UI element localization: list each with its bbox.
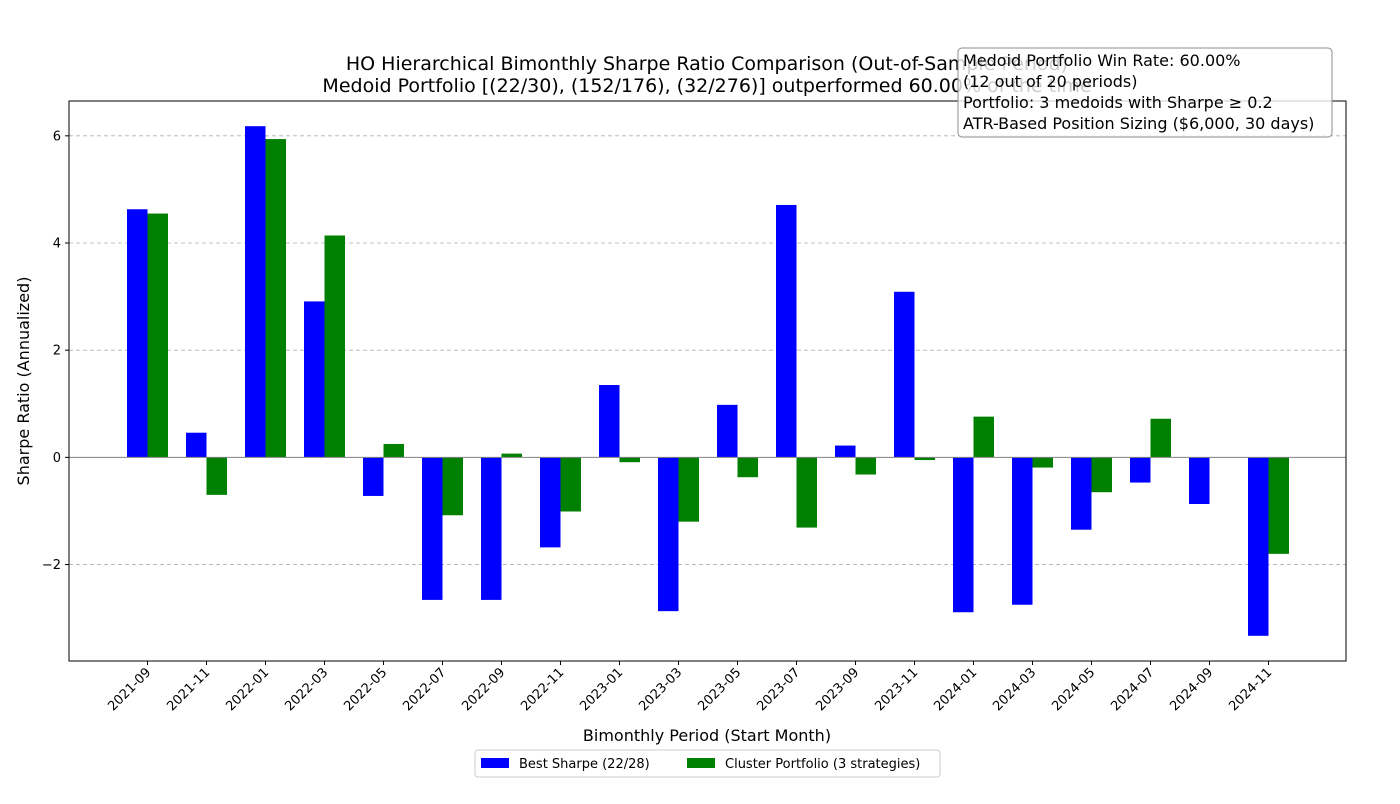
bar-cluster-portfolio bbox=[914, 457, 935, 461]
bar-best-sharpe bbox=[540, 457, 561, 548]
legend: Best Sharpe (22/28) Cluster Portfolio (3… bbox=[474, 749, 941, 778]
bar-best-sharpe bbox=[599, 385, 620, 458]
legend-swatch-cluster-portfolio bbox=[687, 758, 715, 768]
bar-cluster-portfolio bbox=[678, 457, 699, 522]
bar-best-sharpe bbox=[1248, 457, 1269, 636]
x-tick-label: 2024-05 bbox=[1049, 665, 1098, 714]
bar-layer bbox=[127, 126, 1289, 636]
plot-frame bbox=[68, 100, 1347, 662]
y-tick-label: 6 bbox=[53, 129, 61, 144]
annotation-line-periods: (12 out of 20 periods) bbox=[963, 72, 1137, 91]
bar-best-sharpe bbox=[835, 445, 856, 458]
x-tick-label: 2024-11 bbox=[1226, 665, 1275, 714]
chart-title-line1: HO Hierarchical Bimonthly Sharpe Ratio C… bbox=[346, 53, 1068, 75]
x-tick-label: 2022-05 bbox=[341, 665, 390, 714]
bar-cluster-portfolio bbox=[501, 453, 522, 458]
annotation-line-win-rate: Medoid Portfolio Win Rate: 60.00% bbox=[963, 51, 1241, 70]
x-tick-label: 2024-01 bbox=[931, 665, 980, 714]
chart-title-line2: Medoid Portfolio [(22/30), (152/176), (3… bbox=[322, 75, 1091, 97]
bar-best-sharpe bbox=[186, 432, 207, 458]
y-tick-label: 2 bbox=[53, 344, 61, 359]
bar-best-sharpe bbox=[658, 457, 679, 612]
bar-best-sharpe bbox=[953, 457, 974, 613]
x-tick-label: 2022-07 bbox=[400, 665, 449, 714]
y-tick-label: −2 bbox=[42, 558, 61, 573]
bar-cluster-portfolio bbox=[1032, 457, 1053, 468]
bar-cluster-portfolio bbox=[1091, 457, 1112, 493]
bar-cluster-portfolio bbox=[1150, 418, 1171, 458]
bar-best-sharpe bbox=[1012, 457, 1033, 605]
bar-best-sharpe bbox=[894, 291, 915, 458]
bar-best-sharpe bbox=[717, 404, 738, 458]
x-tick-label: 2022-09 bbox=[459, 665, 508, 714]
y-tick-label: 4 bbox=[53, 237, 61, 252]
bar-cluster-portfolio bbox=[737, 457, 758, 478]
bar-cluster-portfolio bbox=[265, 139, 286, 458]
annotation-box-frame bbox=[957, 47, 1333, 138]
x-axis-label: Bimonthly Period (Start Month) bbox=[583, 726, 831, 745]
x-axis: 2021-09 2021-11 2022-01 2022-03 2022-05 2022-… bbox=[105, 661, 1275, 714]
x-tick-label: 2023-03 bbox=[636, 665, 685, 714]
bar-best-sharpe bbox=[422, 457, 443, 600]
x-tick-label: 2023-07 bbox=[754, 665, 803, 714]
x-tick-label: 2024-07 bbox=[1108, 665, 1157, 714]
bar-cluster-portfolio bbox=[1268, 457, 1289, 554]
bar-best-sharpe bbox=[1130, 457, 1151, 483]
bar-cluster-portfolio bbox=[855, 457, 876, 475]
legend-label-best-sharpe: Best Sharpe (22/28) bbox=[519, 757, 650, 772]
bar-cluster-portfolio bbox=[206, 457, 227, 495]
legend-swatch-best-sharpe bbox=[481, 758, 509, 768]
x-tick-label: 2023-01 bbox=[577, 665, 626, 714]
bar-cluster-portfolio bbox=[147, 213, 168, 458]
win-rate-annotation-box: Medoid Portfolio Win Rate: 60.00% (12 ou… bbox=[957, 47, 1333, 138]
x-tick-label: 2021-11 bbox=[164, 665, 213, 714]
bar-cluster-portfolio bbox=[324, 235, 345, 458]
bar-best-sharpe bbox=[1189, 457, 1210, 504]
bar-best-sharpe bbox=[776, 204, 797, 458]
bar-cluster-portfolio bbox=[619, 457, 640, 463]
x-tick-label: 2022-01 bbox=[223, 665, 272, 714]
bar-best-sharpe bbox=[127, 209, 148, 458]
bar-cluster-portfolio bbox=[442, 457, 463, 516]
y-tick-label: 0 bbox=[53, 451, 61, 466]
bar-best-sharpe bbox=[245, 126, 266, 458]
annotation-line-sizing: ATR-Based Position Sizing ($6,000, 30 da… bbox=[963, 114, 1314, 133]
annotation-line-portfolio: Portfolio: 3 medoids with Sharpe ≥ 0.2 bbox=[963, 93, 1273, 112]
x-tick-label: 2023-11 bbox=[872, 665, 921, 714]
x-tick-label: 2022-03 bbox=[282, 665, 331, 714]
x-tick-label: 2023-09 bbox=[813, 665, 862, 714]
bar-cluster-portfolio bbox=[796, 457, 817, 528]
bar-cluster-portfolio bbox=[560, 457, 581, 512]
x-tick-label: 2024-09 bbox=[1167, 665, 1216, 714]
legend-label-cluster-portfolio: Cluster Portfolio (3 strategies) bbox=[725, 757, 920, 772]
y-axis-label: Sharpe Ratio (Annualized) bbox=[14, 277, 33, 486]
x-tick-label: 2022-11 bbox=[518, 665, 567, 714]
x-tick-label: 2024-03 bbox=[990, 665, 1039, 714]
bar-best-sharpe bbox=[1071, 457, 1092, 530]
x-tick-label: 2021-09 bbox=[105, 665, 154, 714]
bar-cluster-portfolio bbox=[383, 443, 404, 458]
bar-best-sharpe bbox=[481, 457, 502, 600]
bar-best-sharpe bbox=[304, 301, 325, 458]
y-axis: −2 0 2 4 6 bbox=[42, 129, 69, 573]
bar-cluster-portfolio bbox=[973, 416, 994, 458]
x-tick-label: 2023-05 bbox=[695, 665, 744, 714]
bar-best-sharpe bbox=[363, 457, 384, 496]
